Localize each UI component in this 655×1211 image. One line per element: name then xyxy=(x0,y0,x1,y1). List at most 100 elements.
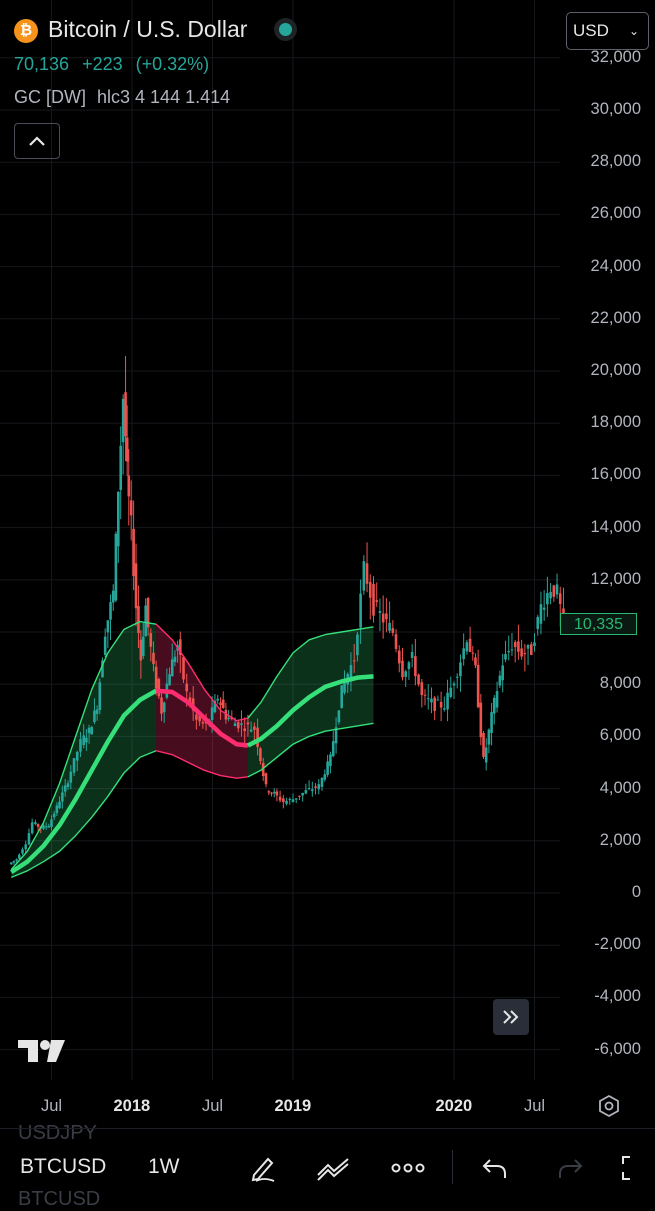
candle-body xyxy=(465,642,469,652)
tradingview-logo-icon xyxy=(18,1038,66,1069)
candle-body xyxy=(334,727,338,744)
candle-body xyxy=(536,616,540,629)
candle-body xyxy=(95,709,99,714)
candle-body xyxy=(152,652,155,665)
candle-body xyxy=(529,644,533,655)
candle-body xyxy=(288,798,292,800)
candle-body xyxy=(210,707,214,721)
candle-body xyxy=(47,826,51,828)
candle-body xyxy=(127,475,131,497)
candle-body xyxy=(381,613,385,623)
candle-body xyxy=(170,659,174,677)
candle-body xyxy=(504,653,507,660)
collapse-legend-button[interactable] xyxy=(14,123,60,159)
scroll-to-realtime-button[interactable] xyxy=(493,999,529,1035)
candle-body xyxy=(523,653,527,655)
indicator-name: GC [DW] xyxy=(14,87,86,107)
price-axis-label: 0 xyxy=(631,883,641,901)
candle-body xyxy=(137,605,140,633)
candle-body xyxy=(90,726,94,735)
price-change-percent: (+0.32%) xyxy=(135,54,210,74)
candle-body xyxy=(103,636,107,655)
drawing-tool-button[interactable] xyxy=(245,1150,281,1186)
undo-button[interactable] xyxy=(477,1150,513,1186)
candle-body xyxy=(323,774,327,780)
candle-body xyxy=(555,584,559,595)
candle-body xyxy=(154,666,158,689)
price-axis-label: 18,000 xyxy=(590,413,641,432)
candle-body xyxy=(79,739,82,752)
double-chevron-right-icon xyxy=(503,1010,519,1024)
price-axis-label: 8,000 xyxy=(599,674,641,693)
candle-body xyxy=(479,702,483,738)
candle-body xyxy=(446,692,449,710)
fullscreen-button[interactable] xyxy=(619,1150,649,1186)
candle-body xyxy=(517,641,520,652)
price-axis-label: -6,000 xyxy=(594,1039,641,1058)
candle-body xyxy=(125,437,129,462)
candle-body xyxy=(98,682,102,710)
candle-body xyxy=(259,748,262,762)
candle-body xyxy=(513,642,517,648)
time-axis-label: Jul xyxy=(41,1097,63,1115)
candle-body xyxy=(301,792,304,796)
candle-body xyxy=(510,649,514,651)
candle-body xyxy=(487,729,491,745)
candle-body xyxy=(82,735,85,746)
indicator-params: hlc3 4 144 1.414 xyxy=(97,87,231,107)
candle-body xyxy=(539,604,543,624)
candle-body xyxy=(507,651,511,653)
band-mid-line xyxy=(246,674,374,748)
candle-body xyxy=(285,800,288,804)
candle-body xyxy=(558,593,562,604)
price-axis-label: -2,000 xyxy=(594,935,641,954)
candle-body xyxy=(24,844,28,850)
candle-body xyxy=(216,698,220,701)
candle-body xyxy=(459,662,462,677)
candle-body xyxy=(111,590,115,603)
candle-body xyxy=(320,777,324,787)
candle-body xyxy=(343,680,346,693)
indicators-button[interactable] xyxy=(316,1150,352,1186)
candle-body xyxy=(201,721,205,724)
candle-body xyxy=(474,657,477,666)
candle-body xyxy=(417,674,420,685)
chart-settings-icon[interactable] xyxy=(597,1094,621,1123)
candle-body xyxy=(498,675,502,686)
candle-body xyxy=(124,392,127,437)
currency-selector[interactable]: USD ⌄ xyxy=(566,12,649,50)
symbol-button[interactable]: BTCUSD xyxy=(20,1155,107,1178)
symbol-title[interactable]: Bitcoin / U.S. Dollar xyxy=(48,16,248,42)
candle-body xyxy=(141,636,145,656)
candle-body xyxy=(462,648,465,660)
candle-body xyxy=(144,605,147,637)
band-lower-line xyxy=(10,750,157,878)
candle-body xyxy=(224,709,228,720)
band-upper-line xyxy=(247,626,374,719)
interval-button[interactable]: 1W xyxy=(148,1155,180,1178)
more-options-button[interactable] xyxy=(390,1150,426,1186)
indicators-icon xyxy=(317,1158,349,1181)
candle-body xyxy=(272,791,276,794)
fullscreen-icon xyxy=(622,1156,630,1180)
price-change: +223 xyxy=(82,54,123,74)
candle-body xyxy=(311,789,314,792)
candle-body xyxy=(397,650,401,664)
candle-body xyxy=(410,652,414,658)
candle-body xyxy=(426,698,430,700)
price-axis-label: 12,000 xyxy=(590,569,641,588)
price-axis-label: 6,000 xyxy=(599,726,641,745)
candle-body xyxy=(182,657,185,680)
candle-body xyxy=(50,819,53,827)
band-fill-red xyxy=(156,624,248,779)
candle-body xyxy=(246,722,250,725)
candle-body xyxy=(298,795,301,797)
candle-body xyxy=(162,702,166,713)
redo-button[interactable] xyxy=(552,1150,588,1186)
candle-body xyxy=(240,723,243,725)
candle-body xyxy=(44,826,48,828)
price-chart[interactable] xyxy=(0,0,655,1128)
price-axis-label: 28,000 xyxy=(590,152,641,171)
indicator-legend[interactable]: GC [DW] hlc3 4 144 1.414 xyxy=(14,87,236,108)
candle-body xyxy=(307,788,311,790)
